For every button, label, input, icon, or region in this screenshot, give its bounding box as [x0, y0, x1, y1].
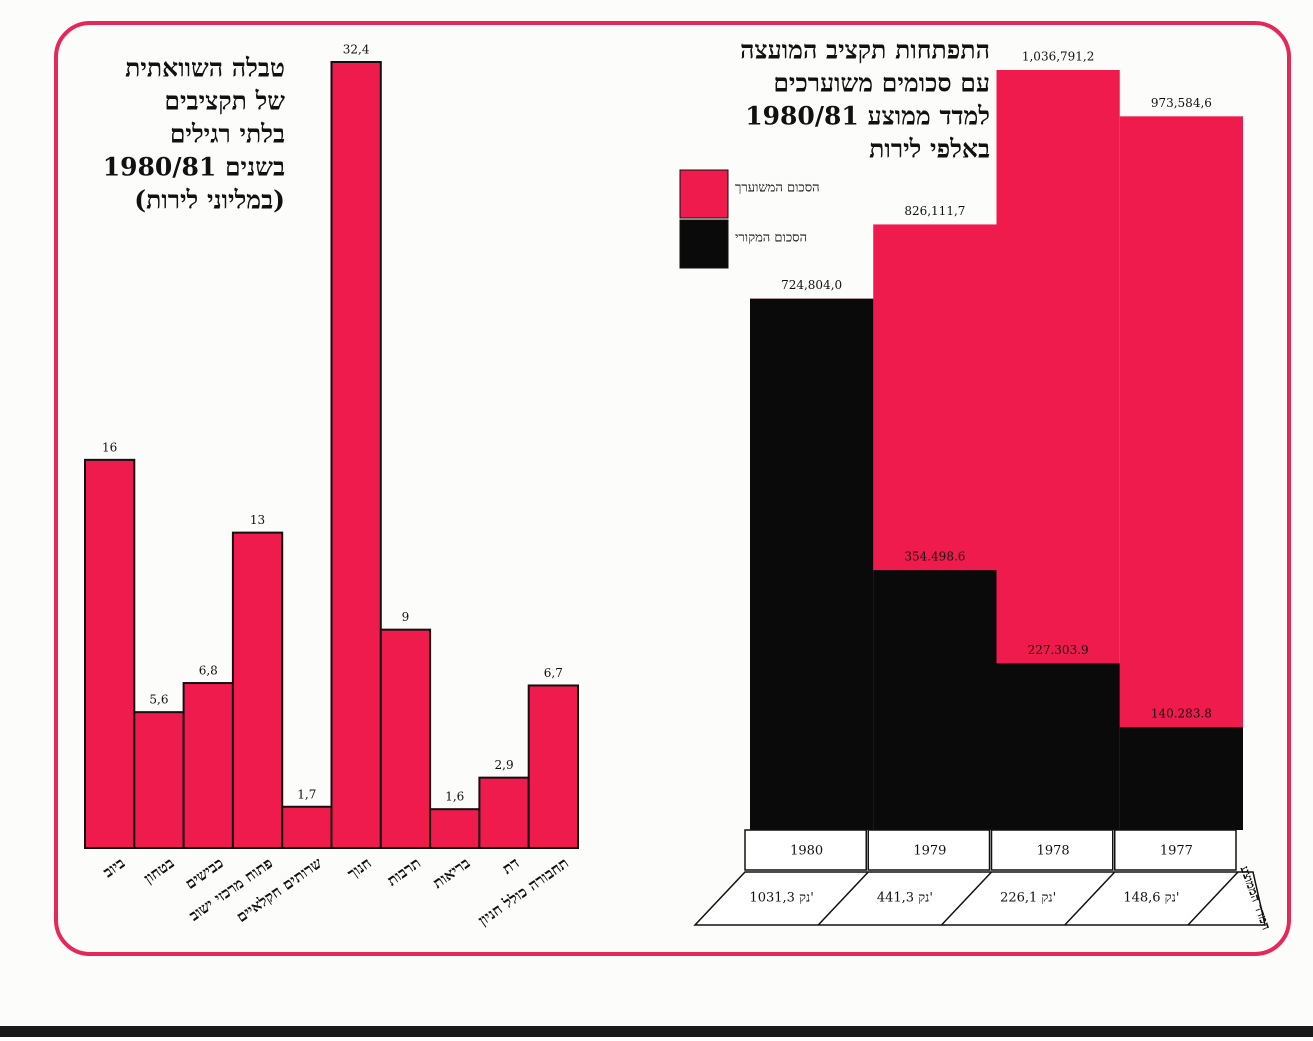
index-divider — [817, 871, 869, 926]
value-label: 5,6 — [149, 693, 168, 707]
index-value: 1031,3 נק' — [749, 891, 813, 906]
index-divider — [1064, 871, 1116, 926]
bar — [873, 570, 997, 830]
year-box — [1114, 829, 1237, 871]
value-label: 140.283.8 — [1151, 707, 1212, 721]
chart-title: למדד ממוצע 1980/81 — [745, 102, 990, 131]
value-label: 6,8 — [199, 664, 218, 678]
value-label: 6,7 — [544, 666, 563, 680]
value-label: 724,804,0 — [781, 278, 842, 292]
chart-title: עם סכומים משוערכים — [773, 69, 990, 98]
bar — [750, 298, 874, 830]
index-divider — [1187, 871, 1239, 926]
bar — [133, 711, 185, 849]
bar — [478, 776, 530, 849]
legend-label: הסכום המשוערך — [735, 181, 820, 196]
chart-title: טבלה השוואתית — [125, 54, 285, 83]
bar — [182, 682, 234, 850]
index-value: 148,6 נק' — [1123, 891, 1179, 906]
bar — [996, 663, 1120, 830]
bar — [527, 684, 580, 849]
value-label: 2,9 — [495, 758, 514, 772]
bar — [379, 628, 432, 850]
value-label: 227.303.9 — [1028, 643, 1089, 657]
bar — [281, 805, 333, 850]
value-label: 354.498.6 — [904, 550, 965, 564]
chart-title: בשנים 1980/81 — [103, 153, 285, 182]
chart-title: באלפי לירות — [869, 135, 990, 164]
value-label: 826,111,7 — [904, 204, 965, 218]
bar — [429, 808, 481, 849]
bar — [84, 458, 136, 849]
frame — [54, 21, 1291, 956]
bar — [1119, 727, 1243, 830]
chart-title: של תקציבים — [164, 87, 285, 116]
value-label: 1,7 — [297, 787, 316, 801]
value-label: 1,6 — [445, 790, 464, 804]
index-value: 441,3 נק' — [877, 891, 933, 906]
chart-title: התפתחות תקציב המועצה — [740, 36, 990, 65]
index-row — [693, 871, 1266, 926]
chart-title: בלתי רגילים — [170, 120, 285, 149]
value-label: 16 — [102, 440, 117, 454]
bottom-edge — [0, 1026, 1313, 1037]
year-box — [990, 829, 1114, 871]
bar — [330, 61, 382, 849]
x-tick-label: 1979 — [913, 844, 946, 859]
year-box — [867, 829, 991, 871]
x-tick-label: 1978 — [1037, 844, 1070, 859]
x-tick-label: 1980 — [790, 844, 823, 859]
legend-label: הסכום המקורי — [735, 231, 807, 246]
x-tick-label: 1977 — [1160, 844, 1193, 859]
legend-swatch — [679, 169, 729, 219]
value-label: 32,4 — [343, 43, 370, 57]
index-divider — [940, 871, 993, 926]
value-label: 9 — [402, 610, 410, 624]
bar — [231, 531, 284, 849]
chart-title: (במליוני לירות) — [134, 186, 285, 215]
year-box — [744, 829, 867, 871]
value-label: 973,584,6 — [1151, 96, 1212, 110]
value-label: 1,036,791,2 — [1022, 50, 1095, 64]
value-label: 13 — [250, 513, 265, 527]
index-value: 226,1 נק' — [1000, 891, 1056, 906]
legend-swatch — [679, 219, 729, 269]
bar — [1119, 116, 1243, 830]
